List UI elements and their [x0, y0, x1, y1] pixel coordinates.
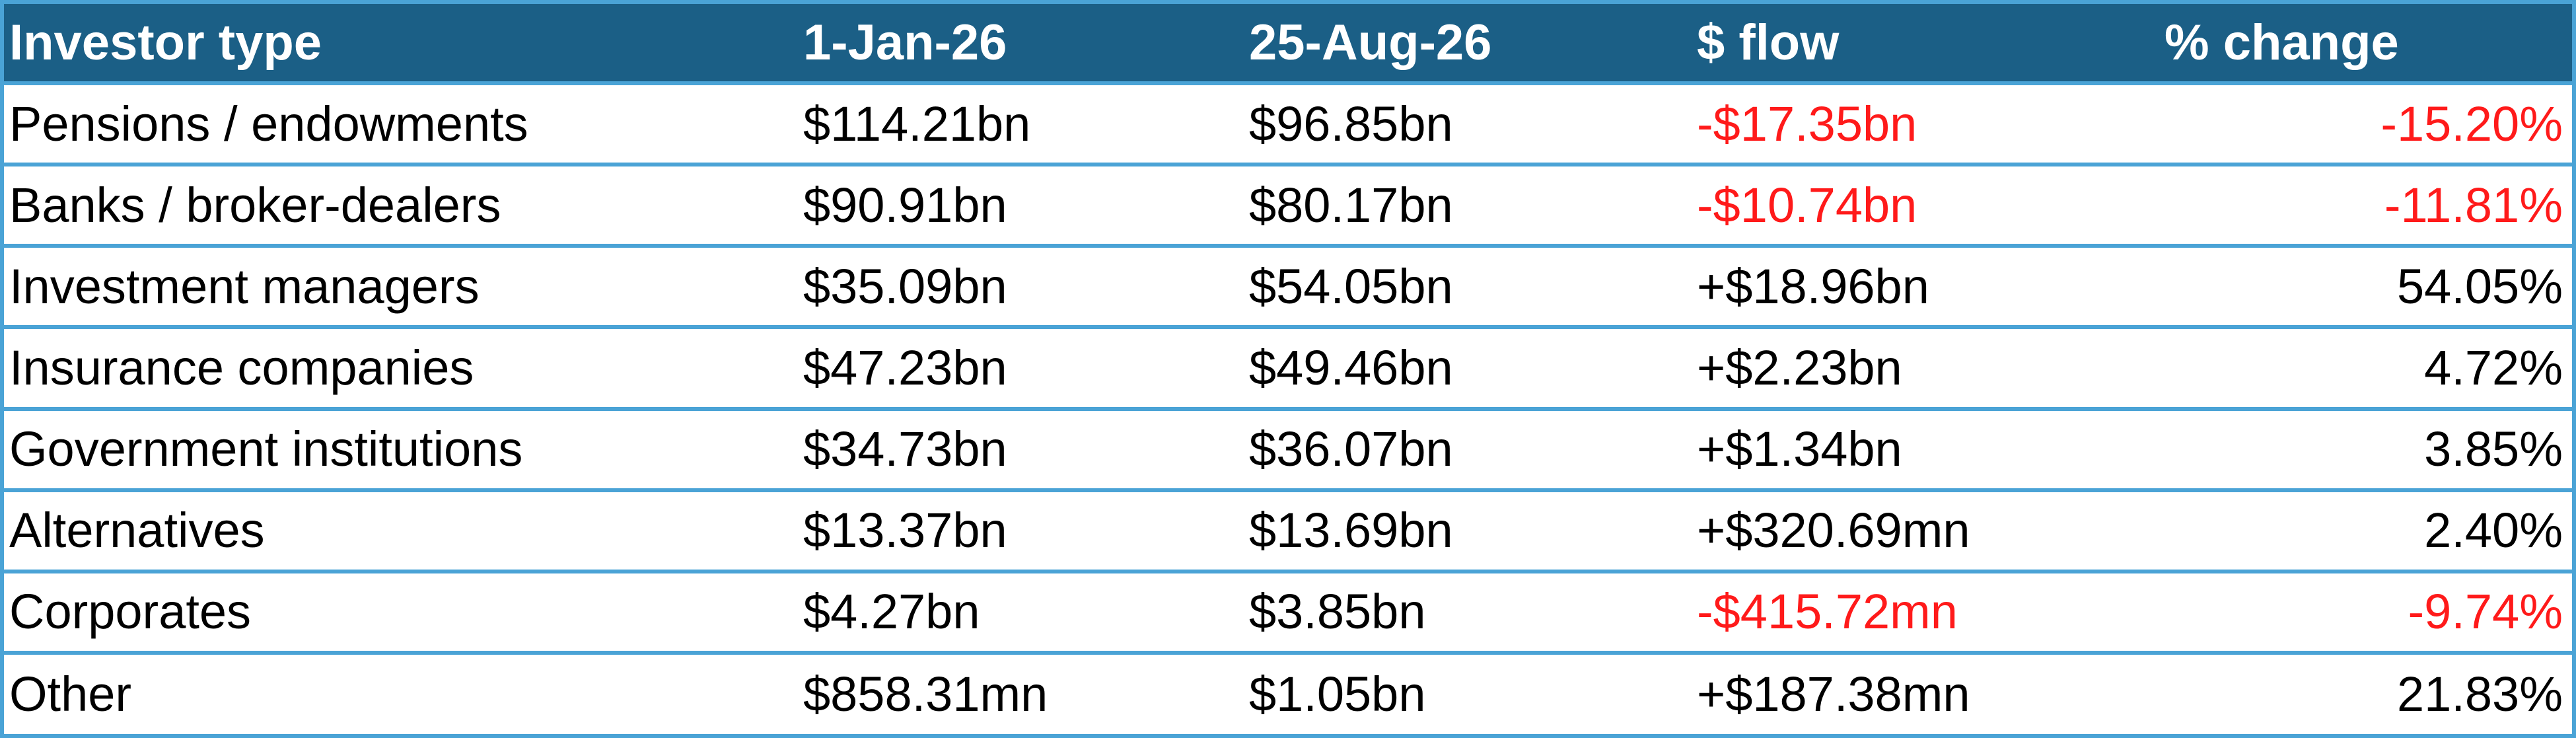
cell-dollar-flow: +$1.34bn — [1697, 422, 1902, 477]
table-row: Government institutions $34.73bn $36.07b… — [4, 408, 2572, 490]
table-row: Alternatives $13.37bn $13.69bn +$320.69m… — [4, 490, 2572, 572]
cell-percent-change: 2.40% — [2424, 503, 2563, 558]
cell-investor-type: Other — [9, 666, 132, 721]
cell-aug-value: $96.85bn — [1249, 96, 1453, 151]
cell-jan-value: $4.27bn — [803, 584, 980, 640]
cell-dollar-flow: +$2.23bn — [1697, 340, 1902, 395]
table-row: Insurance companies $47.23bn $49.46bn +$… — [4, 327, 2572, 408]
cell-investor-type: Banks / broker-dealers — [9, 177, 501, 233]
cell-dollar-flow: -$17.35bn — [1697, 96, 1917, 151]
header-row: Investor type 1-Jan-26 25-Aug-26 $ flow … — [4, 4, 2572, 83]
cell-percent-change: -9.74% — [2408, 584, 2563, 640]
cell-jan-value: $114.21bn — [803, 96, 1031, 151]
cell-percent-change: 54.05% — [2397, 258, 2563, 314]
header-jan-date: 1-Jan-26 — [803, 14, 1007, 71]
cell-percent-change: -11.81% — [2384, 177, 2563, 233]
cell-dollar-flow: +$320.69mn — [1697, 503, 1970, 558]
table-row: Corporates $4.27bn $3.85bn -$415.72mn -9… — [4, 571, 2572, 653]
cell-jan-value: $34.73bn — [803, 422, 1007, 477]
header-investor-type: Investor type — [9, 14, 322, 71]
table-row: Banks / broker-dealers $90.91bn $80.17bn… — [4, 165, 2572, 246]
cell-investor-type: Pensions / endowments — [9, 96, 528, 151]
header-aug-date: 25-Aug-26 — [1249, 14, 1492, 71]
cell-dollar-flow: +$187.38mn — [1697, 666, 1970, 721]
table-row: Investment managers $35.09bn $54.05bn +$… — [4, 246, 2572, 327]
cell-investor-type: Insurance companies — [9, 340, 474, 395]
cell-aug-value: $54.05bn — [1249, 258, 1453, 314]
cell-jan-value: $90.91bn — [803, 177, 1007, 233]
cell-jan-value: $858.31mn — [803, 666, 1048, 721]
cell-percent-change: -15.20% — [2380, 96, 2563, 151]
cell-investor-type: Investment managers — [9, 258, 480, 314]
cell-investor-type: Government institutions — [9, 422, 523, 477]
cell-dollar-flow: +$18.96bn — [1697, 258, 1929, 314]
cell-aug-value: $3.85bn — [1249, 584, 1426, 640]
cell-jan-value: $47.23bn — [803, 340, 1007, 395]
table-header: Investor type 1-Jan-26 25-Aug-26 $ flow … — [4, 4, 2572, 83]
cell-aug-value: $80.17bn — [1249, 177, 1453, 233]
cell-investor-type: Corporates — [9, 584, 252, 640]
investor-flow-table: Investor type 1-Jan-26 25-Aug-26 $ flow … — [4, 4, 2572, 734]
cell-percent-change: 3.85% — [2424, 422, 2563, 477]
header-percent-change: % change — [2165, 14, 2399, 71]
table-row: Pensions / endowments $114.21bn $96.85bn… — [4, 83, 2572, 165]
cell-aug-value: $1.05bn — [1249, 666, 1426, 721]
header-dollar-flow: $ flow — [1697, 14, 1840, 71]
cell-investor-type: Alternatives — [9, 503, 265, 558]
cell-jan-value: $13.37bn — [803, 503, 1007, 558]
table-row: Other $858.31mn $1.05bn +$187.38mn 21.83… — [4, 652, 2572, 734]
cell-percent-change: 4.72% — [2424, 340, 2563, 395]
table-body: Pensions / endowments $114.21bn $96.85bn… — [4, 83, 2572, 734]
cell-percent-change: 21.83% — [2397, 666, 2563, 721]
cell-dollar-flow: -$10.74bn — [1697, 177, 1917, 233]
cell-aug-value: $13.69bn — [1249, 503, 1453, 558]
cell-jan-value: $35.09bn — [803, 258, 1007, 314]
cell-aug-value: $36.07bn — [1249, 422, 1453, 477]
cell-aug-value: $49.46bn — [1249, 340, 1453, 395]
cell-dollar-flow: -$415.72mn — [1697, 584, 1958, 640]
